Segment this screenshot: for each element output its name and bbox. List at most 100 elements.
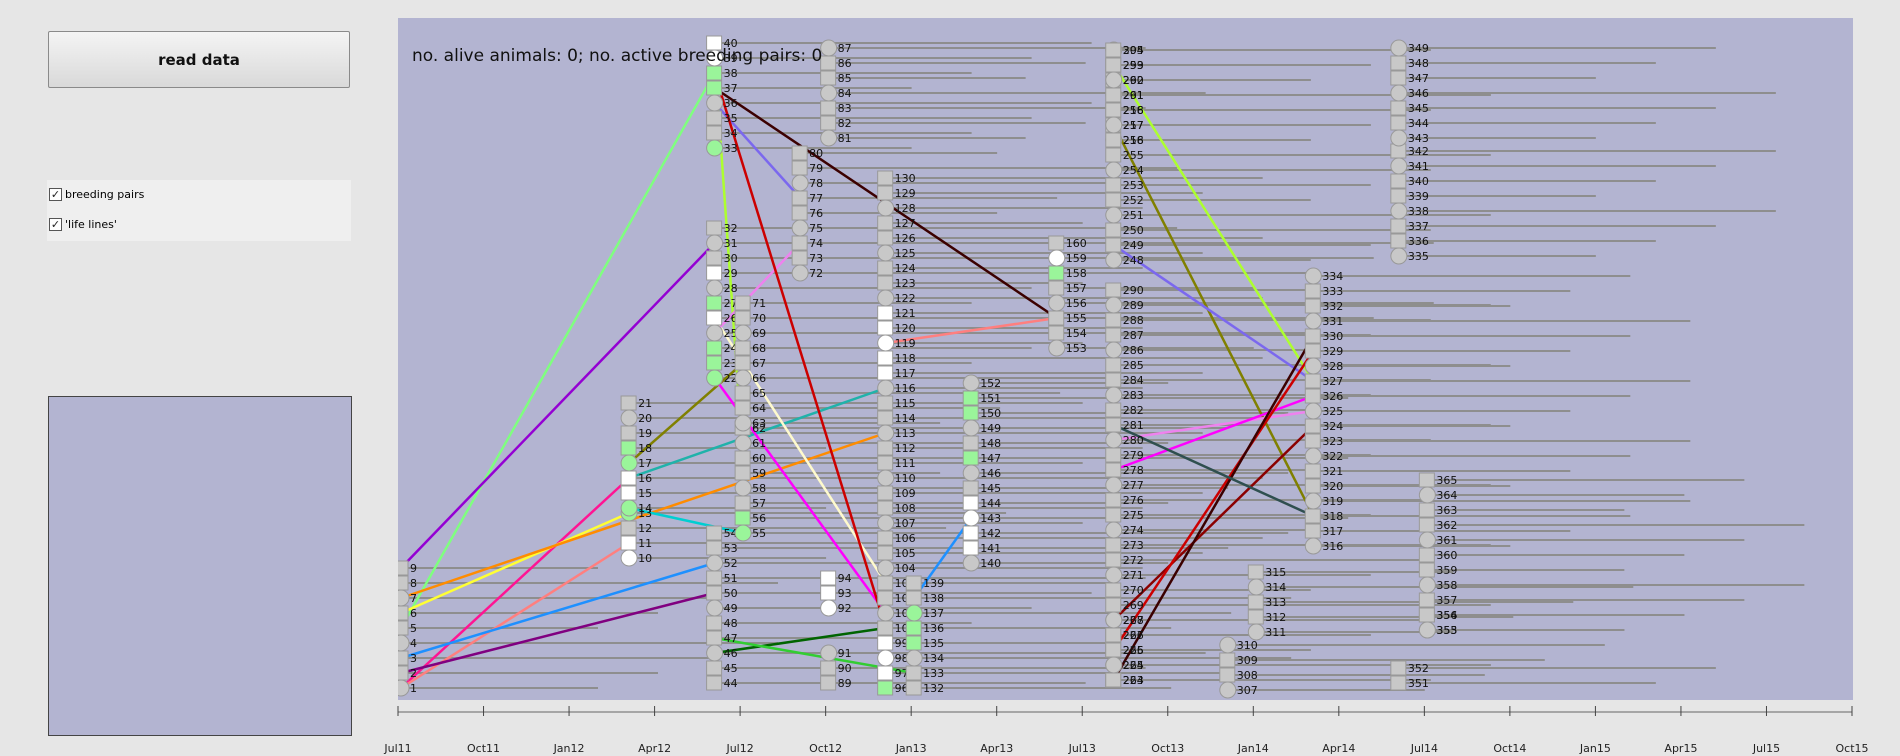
animal-node bbox=[791, 250, 808, 266]
animal-id-label: 67 bbox=[752, 357, 766, 370]
animal-id-label: 150 bbox=[980, 407, 1001, 420]
animal-node bbox=[962, 419, 980, 437]
read-data-button[interactable]: read data bbox=[48, 31, 350, 88]
animal-id-label: 147 bbox=[980, 452, 1001, 465]
breeding-pairs-option[interactable]: ✓ breeding pairs bbox=[49, 188, 144, 201]
animal-id-label: 80 bbox=[809, 147, 823, 160]
animal-node bbox=[877, 455, 894, 471]
animal-id-label: 47 bbox=[724, 632, 738, 645]
animal-node bbox=[1304, 312, 1322, 330]
pedigree-plot[interactable]: 1 2 3 4 5 6 7 8 9 10 11 12 13 14 15 16 17 18 19 20 21 22 23 24 2… bbox=[398, 18, 1853, 700]
animal-id-label: 217 bbox=[1123, 119, 1144, 132]
animal-node bbox=[877, 514, 895, 532]
animal-id-label: 64 bbox=[752, 402, 766, 415]
animal-id-label: 104 bbox=[895, 562, 916, 575]
animal-id-label: 313 bbox=[1265, 596, 1286, 609]
animal-id-label: 69 bbox=[752, 327, 766, 340]
animal-node bbox=[706, 369, 724, 387]
animal-id-label: 62 bbox=[752, 422, 766, 435]
animal-node bbox=[877, 530, 894, 546]
animal-node bbox=[706, 250, 723, 266]
animal-node bbox=[620, 395, 637, 411]
animal-id-label: 144 bbox=[980, 497, 1001, 510]
animal-node bbox=[706, 599, 724, 617]
animal-node bbox=[734, 385, 751, 401]
animal-id-label: 26 bbox=[724, 312, 738, 325]
animal-id-label: 79 bbox=[809, 162, 823, 175]
animal-node bbox=[1304, 492, 1322, 510]
animal-id-label: 37 bbox=[724, 82, 738, 95]
animal-id-label: 268 bbox=[1123, 614, 1144, 627]
animal-id-label: 353 bbox=[1436, 624, 1457, 637]
animal-node bbox=[1105, 192, 1122, 208]
animal-id-label: 57 bbox=[752, 497, 766, 510]
animal-id-label: 351 bbox=[1408, 677, 1429, 690]
animal-node bbox=[1105, 147, 1122, 163]
life-lines-checkbox[interactable]: ✓ bbox=[49, 218, 62, 231]
animal-node bbox=[1418, 547, 1435, 563]
animal-id-label: 361 bbox=[1436, 534, 1457, 547]
animal-id-label: 125 bbox=[895, 247, 916, 260]
axis-tick-label: Apr13 bbox=[980, 742, 1013, 755]
animal-node bbox=[1105, 672, 1122, 688]
animal-node bbox=[1105, 372, 1122, 388]
animal-node bbox=[1105, 476, 1123, 494]
animal-id-label: 93 bbox=[838, 587, 852, 600]
animal-id-label: 127 bbox=[895, 217, 916, 230]
animal-node bbox=[1048, 310, 1065, 326]
animal-id-label: 46 bbox=[724, 647, 738, 660]
animal-node bbox=[791, 160, 808, 176]
animal-id-label: 68 bbox=[752, 342, 766, 355]
animal-node bbox=[877, 410, 894, 426]
animal-node bbox=[1105, 597, 1122, 613]
animal-node bbox=[706, 324, 724, 342]
animal-node bbox=[877, 635, 894, 651]
animal-node bbox=[820, 70, 837, 86]
animal-node bbox=[905, 649, 923, 667]
animal-id-label: 354 bbox=[1436, 609, 1457, 622]
breeding-pair-line bbox=[714, 626, 886, 655]
breeding-pair-line bbox=[400, 591, 715, 675]
breeding-pairs-checkbox[interactable]: ✓ bbox=[49, 188, 62, 201]
animal-id-label: 117 bbox=[895, 367, 916, 380]
animal-node bbox=[877, 260, 894, 276]
animal-node bbox=[734, 400, 751, 416]
animal-node bbox=[1390, 247, 1408, 265]
animal-id-label: 218 bbox=[1123, 134, 1144, 147]
animal-id-label: 352 bbox=[1408, 662, 1429, 675]
animal-node bbox=[734, 340, 751, 356]
animal-id-label: 347 bbox=[1408, 72, 1429, 85]
animal-id-label: 24 bbox=[724, 342, 738, 355]
animal-node bbox=[1418, 607, 1435, 623]
animal-id-label: 36 bbox=[724, 97, 738, 110]
animal-node bbox=[877, 305, 894, 321]
animal-id-label: 308 bbox=[1237, 669, 1258, 682]
animal-id-label: 7 bbox=[410, 592, 417, 605]
animal-id-label: 39 bbox=[724, 52, 738, 65]
animal-id-label: 153 bbox=[1066, 342, 1087, 355]
animal-node bbox=[1390, 188, 1407, 204]
animal-id-label: 65 bbox=[752, 387, 766, 400]
animal-id-label: 322 bbox=[1322, 450, 1343, 463]
animal-id-label: 133 bbox=[923, 667, 944, 680]
animal-id-label: 359 bbox=[1436, 564, 1457, 577]
animal-id-label: 83 bbox=[838, 102, 852, 115]
detail-panel bbox=[48, 396, 352, 736]
animal-node bbox=[1390, 218, 1407, 234]
animal-node bbox=[962, 405, 979, 421]
breeding-pair-line bbox=[1112, 124, 1315, 517]
animal-id-label: 66 bbox=[752, 372, 766, 385]
animal-node bbox=[1304, 283, 1321, 299]
animal-id-label: 118 bbox=[895, 352, 916, 365]
animal-id-label: 339 bbox=[1408, 190, 1429, 203]
animal-node bbox=[1048, 249, 1066, 267]
animal-node bbox=[877, 500, 894, 516]
control-panel: read data ✓ breeding pairs ✓ 'life lines… bbox=[0, 0, 370, 756]
animal-id-label: 284 bbox=[1123, 374, 1144, 387]
animal-id-label: 358 bbox=[1436, 579, 1457, 592]
animal-id-label: 76 bbox=[809, 207, 823, 220]
animal-id-label: 86 bbox=[838, 57, 852, 70]
animal-node bbox=[1390, 100, 1407, 116]
animal-id-label: 11 bbox=[638, 537, 652, 550]
life-lines-option[interactable]: ✓ 'life lines' bbox=[49, 218, 117, 231]
